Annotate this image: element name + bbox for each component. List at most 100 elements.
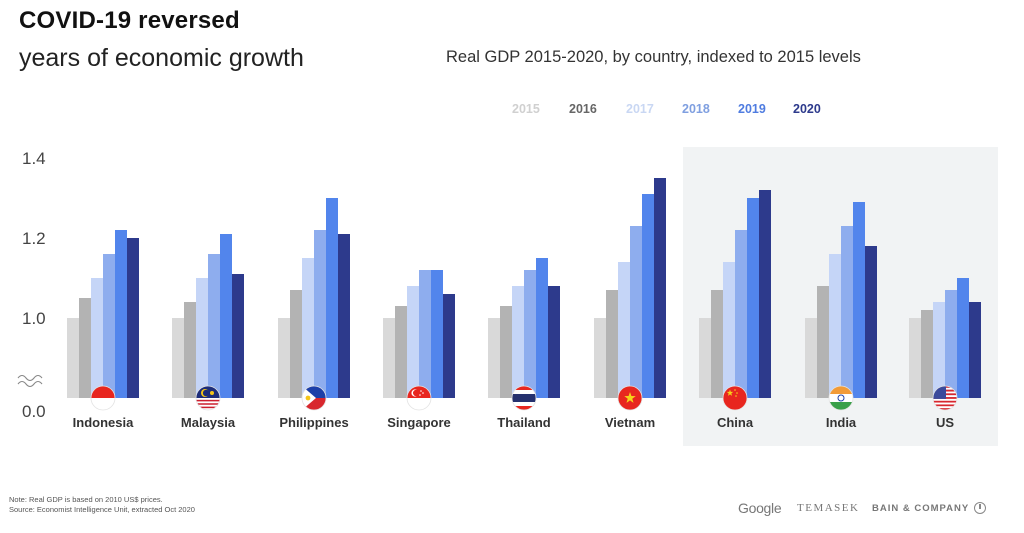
bar-singapore-2016 — [395, 306, 407, 398]
bar-vietnam-2016 — [606, 290, 618, 398]
philippines-flag-icon — [302, 386, 326, 410]
bar-thailand-2016 — [500, 306, 512, 398]
thailand-flag-icon — [512, 386, 536, 410]
flag-border — [195, 385, 221, 411]
indonesia-flag-icon — [91, 386, 115, 410]
bar-malaysia-2016 — [184, 302, 196, 398]
y-tick-label: 1.0 — [22, 309, 46, 328]
legend-item-2016: 2016 — [569, 102, 597, 116]
bar-us-2015 — [909, 318, 921, 398]
bar-malaysia-2017 — [196, 278, 208, 398]
axis-break-icon — [17, 374, 43, 388]
bar-china-2016 — [711, 290, 723, 398]
bar-china-2019 — [747, 198, 759, 398]
bar-vietnam-2015 — [594, 318, 606, 398]
x-tick-label: Thailand — [497, 415, 551, 430]
x-tick-label: US — [936, 415, 954, 430]
x-tick-label: Indonesia — [73, 415, 134, 430]
flag-border — [722, 385, 748, 411]
bar-china-2018 — [735, 230, 747, 398]
x-tick-label: Philippines — [279, 415, 348, 430]
bar-vietnam-2019 — [642, 194, 654, 398]
bar-malaysia-2018 — [208, 254, 220, 398]
bar-us-2019 — [957, 278, 969, 398]
legend-item-2017: 2017 — [626, 102, 654, 116]
google-logo: Google — [738, 500, 782, 516]
legend-item-2018: 2018 — [682, 102, 710, 116]
bar-vietnam-2018 — [630, 226, 642, 398]
bar-vietnam-2017 — [618, 262, 630, 398]
bar-philippines-2018 — [314, 230, 326, 398]
chart-subtitle: Real GDP 2015-2020, by country, indexed … — [446, 48, 861, 66]
bar-india-2020 — [865, 246, 877, 398]
x-tick-label: Malaysia — [181, 415, 236, 430]
singapore-flag-icon — [407, 386, 431, 410]
bar-indonesia-2019 — [115, 230, 127, 398]
bar-philippines-2016 — [290, 290, 302, 398]
bar-thailand-2017 — [512, 286, 524, 398]
bar-india-2017 — [829, 254, 841, 398]
footnote: Note: Real GDP is based on 2010 US$ pric… — [9, 495, 195, 515]
bar-vietnam-2020 — [654, 178, 666, 398]
bar-thailand-2015 — [488, 318, 500, 398]
bar-philippines-2019 — [326, 198, 338, 398]
bar-philippines-2017 — [302, 258, 314, 398]
chart-title-secondary: years of economic growth — [19, 44, 304, 72]
bar-indonesia-2016 — [79, 298, 91, 398]
bar-singapore-2015 — [383, 318, 395, 398]
bar-india-2019 — [853, 202, 865, 398]
y-tick-label: 0.0 — [22, 402, 46, 421]
flag-border — [406, 385, 432, 411]
y-tick-label: 1.4 — [22, 149, 46, 168]
flag-border — [90, 385, 116, 411]
bar-thailand-2019 — [536, 258, 548, 398]
bar-china-2015 — [699, 318, 711, 398]
x-tick-label: Singapore — [387, 415, 451, 430]
bar-china-2020 — [759, 190, 771, 398]
china-flag-icon — [723, 386, 747, 410]
bar-india-2018 — [841, 226, 853, 398]
bar-philippines-2015 — [278, 318, 290, 398]
bar-malaysia-2020 — [232, 274, 244, 398]
bar-indonesia-2015 — [67, 318, 79, 398]
vietnam-flag-icon — [618, 386, 642, 410]
legend-item-2020: 2020 — [793, 102, 821, 116]
bain-clock-icon — [974, 502, 986, 514]
bar-us-2016 — [921, 310, 933, 398]
chart-title: COVID-19 reversed — [19, 7, 240, 34]
bar-us-2017 — [933, 302, 945, 398]
flag-border — [617, 385, 643, 411]
bar-indonesia-2017 — [91, 278, 103, 398]
bar-malaysia-2015 — [172, 318, 184, 398]
bar-china-2017 — [723, 262, 735, 398]
bar-thailand-2018 — [524, 270, 536, 398]
source-text: Source: Economist Intelligence Unit, ext… — [9, 505, 195, 514]
bar-us-2020 — [969, 302, 981, 398]
bar-singapore-2017 — [407, 286, 419, 398]
legend-item-2019: 2019 — [738, 102, 766, 116]
flag-border — [511, 385, 537, 411]
flag-border — [828, 385, 854, 411]
bar-singapore-2018 — [419, 270, 431, 398]
bar-malaysia-2019 — [220, 234, 232, 398]
bar-thailand-2020 — [548, 286, 560, 398]
india-flag-icon — [829, 386, 853, 410]
y-tick-label: 1.2 — [22, 229, 46, 248]
bain-logo: BAIN & COMPANY — [872, 503, 970, 514]
x-tick-label: Vietnam — [605, 415, 655, 430]
flag-border — [932, 385, 958, 411]
bar-singapore-2019 — [431, 270, 443, 398]
bar-philippines-2020 — [338, 234, 350, 398]
bar-india-2016 — [817, 286, 829, 398]
bar-indonesia-2018 — [103, 254, 115, 398]
x-tick-label: China — [717, 415, 754, 430]
note-text: Note: Real GDP is based on 2010 US$ pric… — [9, 495, 163, 504]
flag-border — [301, 385, 327, 411]
bar-singapore-2020 — [443, 294, 455, 398]
legend-item-2015: 2015 — [512, 102, 540, 116]
malaysia-flag-icon — [196, 386, 220, 410]
bar-india-2015 — [805, 318, 817, 398]
x-tick-label: India — [826, 415, 857, 430]
bar-indonesia-2020 — [127, 238, 139, 398]
